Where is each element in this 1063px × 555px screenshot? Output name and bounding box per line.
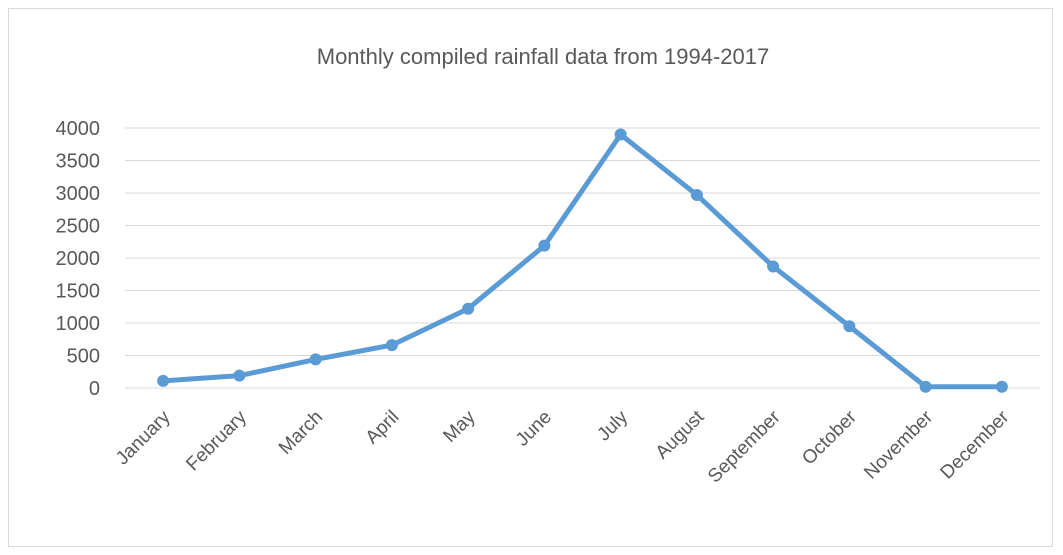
x-tick-label: October [798, 406, 861, 469]
y-tick-label: 1000 [56, 313, 101, 335]
x-tick-label: November [860, 406, 937, 483]
x-tick-label: July [593, 406, 632, 445]
data-point [843, 320, 856, 333]
x-tick-label: April [362, 407, 404, 449]
y-tick-label: 3000 [56, 183, 101, 205]
data-point [233, 369, 246, 382]
x-tick-label: January [112, 406, 175, 469]
y-tick-label: 4000 [56, 118, 101, 140]
y-tick-label: 3500 [56, 151, 101, 173]
x-tick-label: September [704, 406, 785, 487]
data-point [614, 128, 627, 141]
series-line [160, 132, 1005, 390]
y-tick-label: 0 [89, 378, 100, 400]
gridlines [125, 127, 1040, 389]
data-point [919, 380, 932, 393]
y-axis-ticks: 0 500 1000 1500 2000 2500 3000 3500 4000 [56, 118, 101, 400]
y-tick-label: 1500 [56, 281, 101, 303]
data-point [690, 188, 703, 201]
chart-frame [8, 8, 1053, 547]
y-tick-label: 2500 [56, 216, 101, 238]
chart-title: Monthly compiled rainfall data from 1994… [317, 44, 769, 69]
x-tick-label: May [439, 406, 480, 447]
x-tick-label: February [182, 406, 251, 475]
x-tick-label: June [512, 407, 556, 451]
series-group [157, 128, 1008, 393]
x-axis-ticks: January February March April May June July Augu… [112, 406, 1014, 487]
data-point [767, 260, 780, 273]
x-tick-label: August [652, 406, 709, 463]
data-point [462, 302, 475, 315]
y-tick-label: 500 [67, 346, 100, 368]
data-point [157, 374, 170, 387]
y-tick-label: 2000 [56, 248, 101, 270]
data-point [538, 239, 551, 252]
x-tick-label: December [937, 406, 1014, 483]
data-point [309, 353, 322, 366]
x-tick-label: March [275, 407, 327, 459]
data-point [995, 380, 1008, 393]
data-point [385, 339, 398, 352]
